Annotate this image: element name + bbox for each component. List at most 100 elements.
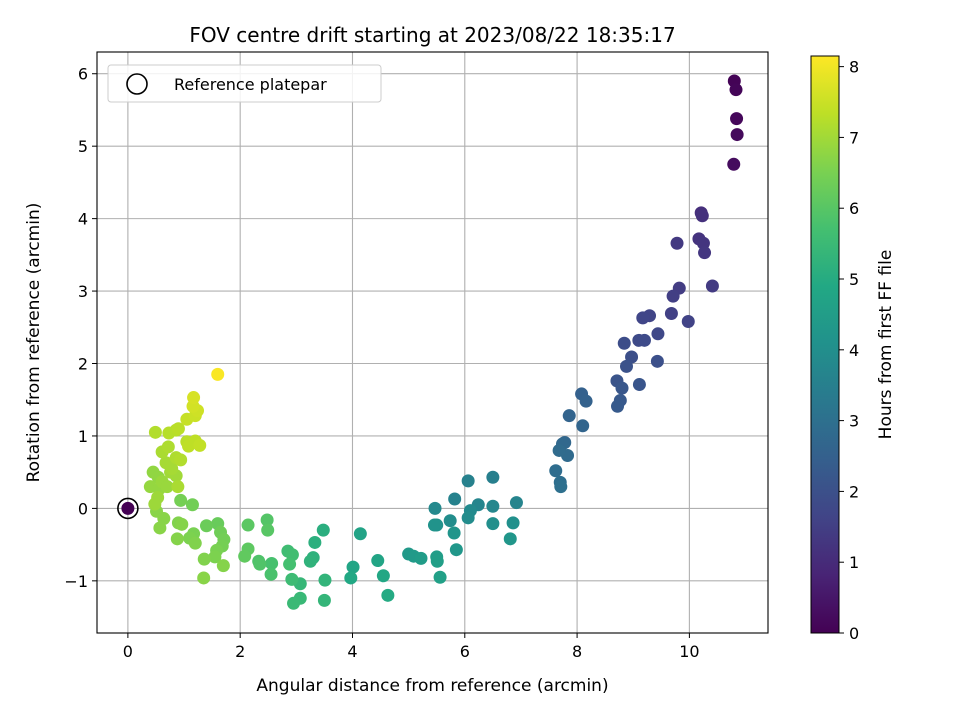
x-axis: 0 2 4 6 8 10 — [123, 633, 700, 661]
x-tick-label: 2 — [235, 642, 245, 661]
data-point — [730, 112, 744, 126]
y-tick-label: −1 — [64, 572, 88, 591]
colorbar-tick-label: 7 — [849, 128, 859, 147]
data-point — [554, 480, 568, 494]
data-point — [211, 367, 225, 381]
data-point — [260, 513, 274, 527]
data-point — [443, 514, 457, 528]
scatter-points — [143, 74, 744, 610]
data-point — [283, 557, 297, 571]
colorbar-label: Hours from first FF file — [876, 250, 896, 440]
data-point — [171, 480, 185, 494]
data-point — [197, 552, 211, 566]
data-point — [611, 399, 625, 413]
x-tick-label: 8 — [572, 642, 582, 661]
data-point — [346, 560, 360, 574]
legend-marker-circle — [126, 73, 148, 95]
data-point — [486, 517, 500, 531]
data-point — [449, 543, 463, 557]
reference-platepar-marker — [117, 497, 139, 520]
y-axis: −1 0 1 2 3 4 5 6 — [64, 65, 97, 591]
data-point — [705, 279, 719, 293]
x-tick-label: 4 — [347, 642, 357, 661]
colorbar-gradient — [810, 55, 840, 634]
data-point — [148, 425, 162, 439]
data-point — [461, 511, 475, 525]
data-point — [637, 333, 651, 347]
data-point — [161, 440, 175, 454]
y-axis-label: Rotation from reference (arcmin) — [24, 203, 44, 483]
data-point — [549, 464, 563, 478]
data-point — [447, 526, 461, 540]
data-point — [486, 470, 500, 484]
data-point — [188, 536, 202, 550]
data-point — [157, 512, 171, 526]
data-point — [620, 359, 634, 373]
data-point — [695, 209, 709, 223]
data-point — [698, 246, 712, 260]
data-point — [381, 588, 395, 602]
data-point — [238, 549, 252, 563]
colorbar-tick-label: 3 — [849, 412, 859, 431]
data-point — [650, 354, 664, 368]
plot-frame — [96, 51, 769, 634]
data-point — [617, 336, 631, 350]
colorbar: 0 1 2 3 4 5 6 7 8 Hours from first FF file — [810, 55, 896, 643]
data-point — [427, 518, 441, 532]
data-point — [187, 391, 201, 405]
data-point — [261, 523, 275, 537]
data-point — [636, 311, 650, 325]
colorbar-tick-label: 8 — [849, 58, 859, 77]
colorbar-tick-label: 5 — [849, 270, 859, 289]
reference-point-fill — [121, 501, 135, 515]
data-point — [285, 572, 299, 586]
reference-marker-group — [117, 497, 139, 520]
colorbar-ticks: 0 1 2 3 4 5 6 7 8 — [839, 58, 859, 643]
legend-box — [107, 64, 382, 103]
data-point — [165, 462, 179, 476]
data-point — [303, 554, 317, 568]
colorbar-tick-label: 4 — [849, 341, 859, 360]
data-point — [448, 492, 462, 506]
data-point — [576, 419, 590, 433]
colorbar-tick-label: 6 — [849, 199, 859, 218]
y-tick-label: 0 — [78, 499, 88, 518]
data-point — [552, 443, 566, 457]
data-point — [696, 236, 710, 250]
data-point — [371, 554, 385, 568]
data-point — [486, 499, 500, 513]
data-point — [433, 570, 447, 584]
data-point — [681, 314, 695, 328]
data-point — [197, 571, 211, 585]
data-point — [353, 527, 367, 541]
x-tick-label: 6 — [460, 642, 470, 661]
data-point — [344, 571, 358, 585]
plot-grid — [97, 52, 768, 633]
legend-entry-reference-platepar: Reference platepar — [174, 75, 327, 94]
data-point — [503, 532, 517, 546]
data-point — [264, 567, 278, 581]
data-point — [414, 551, 428, 565]
y-tick-label: 1 — [78, 427, 88, 446]
y-tick-label: 2 — [78, 355, 88, 374]
y-tick-label: 4 — [78, 210, 88, 229]
data-point — [651, 327, 665, 341]
data-point — [193, 438, 207, 452]
data-point — [148, 497, 162, 511]
data-point — [729, 83, 743, 97]
data-point — [615, 381, 629, 395]
data-point — [670, 236, 684, 250]
data-point — [265, 556, 279, 570]
y-tick-label: 6 — [78, 65, 88, 84]
data-point — [185, 498, 199, 512]
x-tick-label: 0 — [123, 642, 133, 661]
data-point — [727, 157, 741, 171]
data-point — [287, 596, 301, 610]
colorbar-tick-label: 0 — [849, 624, 859, 643]
data-point — [170, 532, 184, 546]
data-point — [174, 453, 188, 467]
colorbar-tick-label: 1 — [849, 553, 859, 572]
x-axis-label: Angular distance from reference (arcmin) — [256, 676, 608, 696]
data-point — [216, 559, 230, 573]
